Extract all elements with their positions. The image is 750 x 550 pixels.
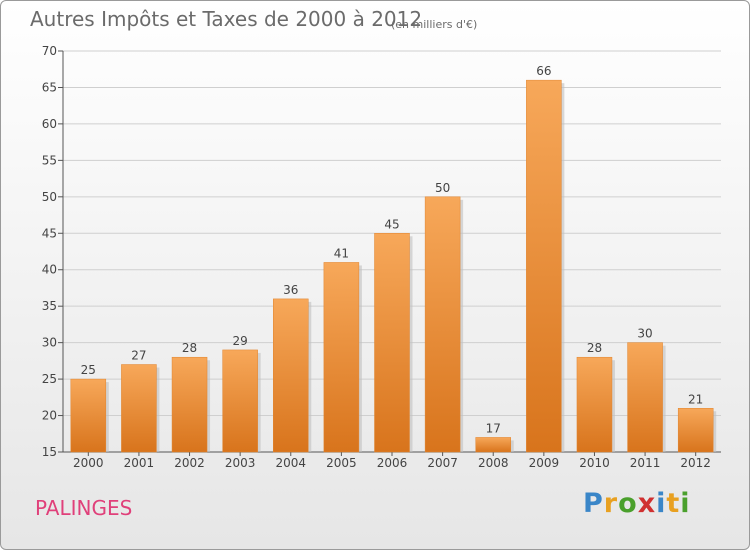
value-label: 36	[283, 283, 298, 297]
y-tick-label: 60	[42, 117, 57, 131]
y-tick-label: 35	[42, 299, 57, 313]
bar	[677, 408, 714, 453]
y-tick-label: 45	[42, 226, 57, 240]
bar	[424, 196, 461, 453]
x-tick-label: 2009	[529, 456, 560, 470]
bar	[171, 356, 208, 453]
x-tick-label: 2004	[275, 456, 306, 470]
y-tick-label: 40	[42, 263, 57, 277]
value-label: 66	[536, 64, 551, 78]
value-label: 50	[435, 181, 450, 195]
bar	[374, 233, 410, 453]
bar	[526, 79, 562, 453]
logo-letter: o	[618, 488, 638, 519]
x-tick-label: 2002	[174, 456, 205, 470]
logo-letter: i	[656, 488, 667, 519]
y-tick-label: 25	[42, 372, 57, 386]
y-tick-label: 15	[42, 445, 57, 459]
bar	[70, 378, 107, 453]
value-label: 45	[384, 217, 399, 231]
y-tick-label: 20	[42, 409, 57, 423]
bar	[576, 356, 613, 453]
x-tick-label: 2003	[225, 456, 256, 470]
value-label: 21	[688, 392, 703, 406]
x-tick-label: 2001	[124, 456, 155, 470]
bar	[627, 342, 663, 453]
y-tick-label: 70	[42, 44, 57, 58]
bar	[273, 298, 309, 453]
value-label: 41	[334, 246, 349, 260]
y-tick-label: 50	[42, 190, 57, 204]
value-label: 25	[81, 363, 96, 377]
value-label: 28	[182, 341, 197, 355]
x-tick-label: 2010	[579, 456, 610, 470]
x-tick-label: 2012	[680, 456, 711, 470]
bar	[222, 349, 258, 453]
y-tick-label: 30	[42, 336, 57, 350]
x-tick-label: 2005	[326, 456, 357, 470]
y-tick-label: 65	[42, 80, 57, 94]
logo-letter: t	[666, 488, 681, 519]
commune-name: PALINGES	[35, 496, 133, 520]
x-tick-label: 2007	[427, 456, 458, 470]
logo-letter: P	[583, 488, 604, 519]
value-label: 17	[486, 421, 501, 435]
x-tick-label: 2006	[377, 456, 408, 470]
value-label: 27	[131, 349, 146, 363]
logo-letter: x	[637, 488, 657, 519]
value-label: 28	[587, 341, 602, 355]
value-label: 29	[233, 334, 248, 348]
chart-subtitle: (en milliers d'€)	[391, 18, 478, 31]
bar	[121, 364, 157, 453]
x-tick-label: 2011	[630, 456, 661, 470]
bar	[475, 437, 511, 453]
bar	[323, 262, 360, 453]
logo-letter: r	[603, 488, 619, 519]
y-tick-label: 55	[42, 153, 57, 167]
x-tick-label: 2000	[73, 456, 104, 470]
logo-letter: i	[680, 488, 691, 519]
value-label: 30	[637, 327, 652, 341]
chart-title: Autres Impôts et Taxes de 2000 à 2012	[30, 7, 423, 31]
x-tick-label: 2008	[478, 456, 509, 470]
proxiti-logo: Proxiti	[583, 488, 691, 519]
